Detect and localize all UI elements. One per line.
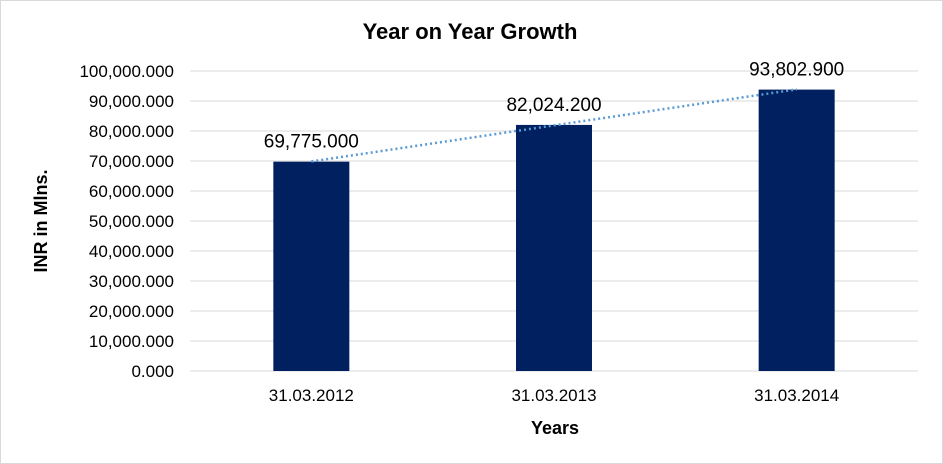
bar: [273, 161, 350, 371]
y-tick-label: 20,000.000: [89, 302, 174, 321]
data-label: 93,802.900: [749, 60, 844, 81]
y-tick-label: 60,000.000: [89, 182, 174, 201]
x-tick-label: 31.03.2013: [511, 386, 596, 405]
y-tick-label: 90,000.000: [89, 92, 174, 111]
x-axis-ticks: 31.03.2012 31.03.2013 31.03.2014: [269, 386, 839, 405]
x-axis-title: Years: [531, 418, 579, 438]
y-tick-label: 80,000.000: [89, 122, 174, 141]
x-tick-label: 31.03.2012: [269, 386, 354, 405]
x-tick-label: 31.03.2014: [754, 386, 839, 405]
y-tick-label: 40,000.000: [89, 242, 174, 261]
data-labels: 69,775.000 82,024.200 93,802.900: [264, 60, 844, 153]
y-tick-label: 0.000: [131, 362, 174, 381]
trendline-group: [311, 88, 797, 163]
bar: [516, 124, 592, 371]
trendline: [311, 88, 797, 163]
y-tick-label: 100,000.000: [79, 62, 174, 81]
y-axis-title: INR in Mlns.: [31, 170, 51, 273]
y-tick-label: 10,000.000: [89, 332, 174, 351]
y-tick-label: 50,000.000: [89, 212, 174, 231]
y-tick-label: 70,000.000: [89, 152, 174, 171]
y-tick-label: 30,000.000: [89, 272, 174, 291]
y-axis-ticks: 0.000 10,000.000 20,000.000 30,000.000 40,00…: [79, 62, 174, 381]
bar: [758, 89, 835, 371]
data-label: 69,775.000: [264, 132, 359, 153]
chart-title: Year on Year Growth: [363, 19, 578, 44]
data-label: 82,024.200: [506, 95, 601, 116]
bars: [273, 89, 835, 371]
